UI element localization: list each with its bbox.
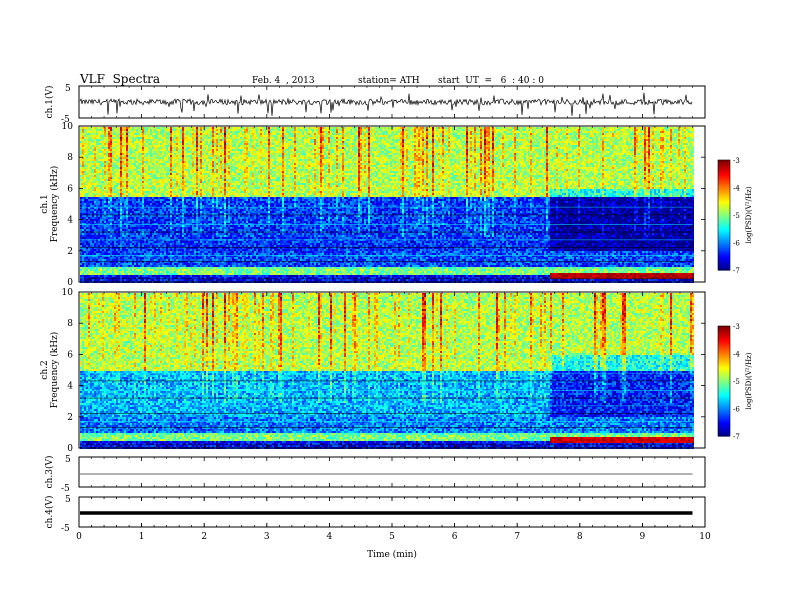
colorbar-tick-label: -6 — [733, 240, 740, 248]
x-tick-label: 7 — [514, 532, 520, 542]
spectrogram-image-2 — [80, 293, 694, 449]
colorbar-tick-label: -4 — [733, 351, 740, 359]
colorbar-tick-label: -5 — [733, 378, 740, 386]
y-tick-label: 4 — [67, 216, 73, 226]
spectrogram-image-1 — [80, 127, 694, 283]
vlf-spectra-figure: 5-5ch.1(V)0246810ch.1 Frequency (kHz)-3-4… — [0, 0, 792, 612]
colorbar-2 — [718, 326, 730, 437]
waveform-panel-frame-3 — [79, 457, 705, 487]
y-tick-label: 10 — [62, 288, 74, 298]
x-tick-label: 10 — [699, 532, 711, 542]
colorbar-tick-label: -4 — [733, 185, 740, 193]
colorbar-tick-label: -7 — [733, 433, 740, 441]
x-tick-label: 6 — [452, 532, 458, 542]
y-tick-label: 8 — [67, 153, 73, 163]
y-tick-label: 0 — [67, 278, 73, 288]
y-tick-label: 8 — [67, 319, 73, 329]
channel-label: ch.2 — [40, 360, 50, 379]
frequency-ylabel: Frequency (kHz) — [49, 166, 60, 243]
y-tick-label: 4 — [67, 382, 73, 392]
y-tick-label: 5 — [65, 455, 71, 465]
y-tick-label: 5 — [65, 84, 71, 94]
waveform-ylabel: ch.4(V) — [44, 496, 55, 529]
colorbar-tick-label: -6 — [733, 406, 740, 414]
y-tick-label: 5 — [65, 495, 71, 505]
ch1-waveform-line — [80, 93, 692, 116]
waveform-ylabel: ch.3(V) — [44, 456, 55, 489]
x-tick-label: 3 — [264, 532, 270, 542]
x-tick-label: 0 — [76, 532, 82, 542]
colorbar-tick-label: -3 — [733, 157, 740, 165]
colorbar-label: log(PSD)(V²/Hz) — [745, 186, 753, 243]
channel-label: ch.1 — [40, 194, 50, 213]
x-tick-label: 1 — [139, 532, 145, 542]
y-tick-label: 2 — [67, 247, 73, 257]
x-tick-label: 5 — [389, 532, 395, 542]
waveform-ylabel: ch.1(V) — [44, 86, 55, 119]
colorbar-1 — [718, 160, 730, 271]
x-axis-label: Time (min) — [367, 549, 417, 560]
colorbar-tick-label: -3 — [733, 323, 740, 331]
y-tick-label: 6 — [67, 350, 73, 360]
x-tick-label: 9 — [640, 532, 646, 542]
y-tick-label: -5 — [61, 484, 70, 494]
y-tick-label: 0 — [67, 444, 73, 454]
colorbar-label: log(PSD)(V²/Hz) — [745, 352, 753, 409]
y-tick-label: 10 — [62, 122, 74, 132]
x-tick-label: 8 — [577, 532, 583, 542]
colorbar-tick-label: -7 — [733, 267, 740, 275]
y-tick-label: -5 — [61, 524, 70, 534]
x-tick-label: 4 — [327, 532, 333, 542]
frequency-ylabel: Frequency (kHz) — [49, 332, 60, 409]
y-tick-label: 2 — [67, 413, 73, 423]
y-tick-label: 6 — [67, 184, 73, 194]
colorbar-tick-label: -5 — [733, 212, 740, 220]
x-tick-label: 2 — [201, 532, 207, 542]
